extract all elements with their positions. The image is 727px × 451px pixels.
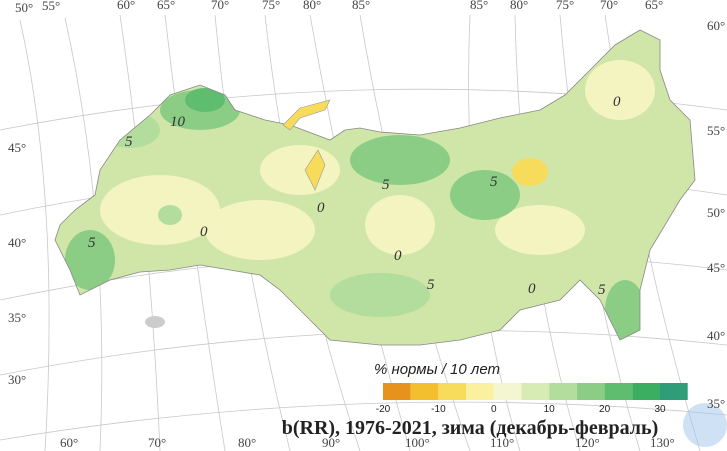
coordinate-label: 30° [8,372,26,387]
border [54,29,696,346]
legend-swatch [604,383,633,400]
legend-swatch [632,383,660,400]
coordinate-label: 35° [707,396,725,411]
coordinate-label: 40° [707,328,725,343]
contour-label: 5 [382,177,390,193]
peninsula [304,149,326,191]
coordinate-label: 85° [470,0,488,12]
contour-label: 0 [613,94,621,110]
coordinate-label: 65° [157,0,175,12]
coordinate-label: 80° [510,0,528,12]
coordinate-label: 35° [8,310,26,325]
contour-label: 0 [528,281,536,297]
contour-label: 5 [598,282,606,298]
legend-swatch [466,383,494,400]
legend-swatch [383,383,411,400]
legend-tick: 30 [654,404,666,415]
coordinate-label: 65° [645,0,663,12]
coordinate-label: 110° [490,435,514,450]
coordinate-label: 75° [262,0,280,12]
coordinate-label: 90° [322,435,340,450]
legend-tick: 10 [544,404,556,415]
contour-label: 0 [394,248,402,264]
coordinate-label: 55° [42,0,60,13]
coordinate-label: 70° [148,435,166,450]
contour-label: 0 [317,200,325,216]
cursor-highlight [683,403,727,447]
coordinate-label: 80° [238,435,256,450]
legend-swatch [549,383,577,400]
legend-title: % нормы / 10 лет [374,361,500,378]
coordinate-label: 45° [707,260,725,275]
lake [145,316,165,328]
contour-label: 0 [200,224,208,240]
legend-tick: -10 [431,404,446,415]
coordinate-label: 60° [60,435,78,450]
contour-label: 5 [490,174,498,190]
legend-swatch [521,383,550,400]
contour-label: 5 [125,134,133,150]
coordinate-label: 75° [556,0,574,12]
legend-swatch [576,383,605,400]
contour-label: 5 [427,277,435,293]
legend-tick: 0 [491,404,497,415]
island [282,99,331,131]
contour-label: 10 [170,114,186,130]
legend-swatch [660,383,688,400]
coordinate-label: 50° [707,205,725,220]
caption: b(RR), 1976-2021, зима (декабрь-февраль) [282,417,659,439]
coordinate-label: 60° [707,18,725,33]
coordinate-label: 80° [303,0,321,12]
legend-tick: -20 [376,404,391,415]
contour-label: 5 [88,235,96,251]
coordinate-label: 55° [707,123,725,138]
coordinate-label: 85° [352,0,370,12]
coordinate-label: 130° [650,435,675,450]
coordinate-label: 100° [405,435,430,450]
coordinate-label: 70° [211,0,229,12]
coordinate-label: 120° [575,435,600,450]
legend-swatch [493,383,522,400]
coordinate-label: 70° [600,0,618,12]
legend-tick: 20 [599,404,611,415]
coordinate-label: 50° [15,0,33,15]
legend-swatch [410,383,439,400]
coordinate-label: 45° [8,140,26,155]
legend-swatch [438,383,467,400]
coordinate-label: 60° [117,0,135,12]
coordinate-label: 40° [8,235,26,250]
